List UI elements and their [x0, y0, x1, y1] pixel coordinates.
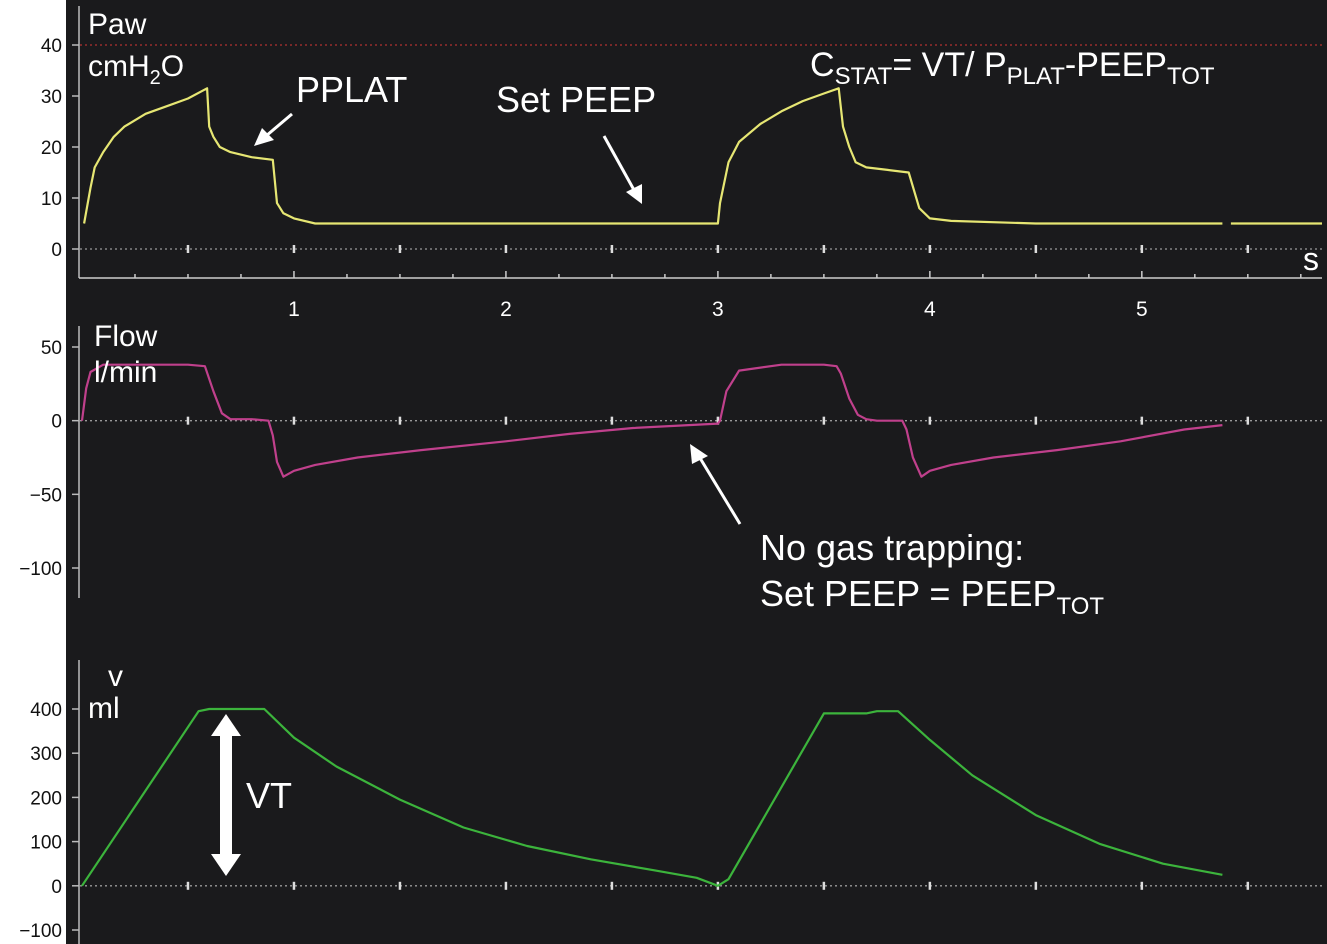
flow-ytick-label: 0 — [51, 412, 62, 433]
no-gas-trapping-sub: TOT — [1057, 593, 1105, 620]
volume-ytick-label: 400 — [30, 700, 62, 721]
pressure-ytick-label: 0 — [51, 240, 62, 261]
flow-trace-0 — [80, 363, 1223, 478]
volume-ytick-label: 200 — [30, 788, 62, 809]
flow-ylabel: Flow — [94, 320, 158, 353]
no-gas-trapping-line1: No gas trapping: — [760, 527, 1024, 568]
cstat-dash: -PEEP — [1065, 46, 1167, 84]
flow-ytick-label: 50 — [41, 338, 62, 359]
flow-unit: l/min — [94, 356, 157, 389]
vt-label: VT — [246, 775, 292, 816]
pressure-unit-sub: 2 — [150, 67, 161, 89]
volume-ylabel: v — [108, 660, 123, 693]
cstat-mid: = VT/ P — [892, 46, 1006, 84]
flow-ytick-label: −50 — [30, 485, 62, 506]
pressure-unit-base: cmH — [88, 50, 150, 83]
time-axis-label: s — [1303, 241, 1319, 277]
cstat-formula: CSTAT= VT/ PPLAT-PEEPTOT — [810, 46, 1215, 90]
vt-arrow-head-top — [211, 714, 241, 736]
volume-ytick-label: 0 — [51, 877, 62, 898]
cstat-p-sub: PLAT — [1007, 63, 1066, 90]
pressure-ytick-label: 10 — [41, 189, 62, 210]
volume-ytick-label: 100 — [30, 833, 62, 854]
pplat-arrow — [254, 112, 293, 146]
cstat-tot-sub: TOT — [1167, 63, 1215, 90]
pressure-unit-tail: O — [161, 50, 184, 83]
volume-ytick-label: 300 — [30, 744, 62, 765]
pplat-arrow-shaft — [265, 112, 293, 138]
volume-unit: ml — [88, 692, 120, 725]
no-gas-trapping-line2: Set PEEP = PEEPTOT — [760, 573, 1104, 620]
pressure-ytick-label: 40 — [41, 36, 62, 57]
time-axis-tick-label: 3 — [712, 298, 724, 321]
pressure-ylabel: Paw — [88, 8, 147, 41]
no-gas-trapping-arrow — [690, 444, 742, 525]
set-peep-label: Set PEEP — [496, 79, 656, 120]
time-axis-tick-label: 5 — [1136, 298, 1148, 321]
pressure-trace-0 — [83, 87, 1223, 225]
no-gas-trapping-arrow-shaft — [698, 457, 742, 525]
pressure-ytick-label: 30 — [41, 87, 62, 108]
set-peep-arrow-shaft — [602, 135, 636, 191]
pplat-label: PPLAT — [296, 69, 407, 110]
cstat-c: C — [810, 46, 835, 84]
vt-arrow-shaft — [220, 734, 232, 856]
set-peep-arrow — [602, 135, 642, 204]
cstat-c-sub: STAT — [835, 63, 893, 90]
traces-layer — [80, 87, 1322, 887]
no-gas-trapping-arrow-head — [690, 444, 708, 464]
pressure-unit: cmH2O — [88, 50, 184, 89]
flow-ytick-label: −100 — [19, 559, 62, 580]
no-gas-trapping-base: Set PEEP = PEEP — [760, 573, 1057, 614]
axes-layer: 0 10 20 30 40 50 0 −50 −100 400 300 200 100 0 −100 1 2 3 4… — [19, 6, 1322, 944]
tick-label-strip — [0, 0, 66, 944]
set-peep-arrow-head — [626, 184, 642, 204]
vt-double-arrow — [211, 714, 241, 876]
volume-ytick-label: −100 — [19, 921, 62, 942]
pplat-arrow-head — [254, 128, 274, 146]
time-axis-tick-label: 4 — [924, 298, 936, 321]
vt-arrow-head-bottom — [211, 854, 241, 876]
time-axis-tick-label: 1 — [288, 298, 300, 321]
pressure-ytick-label: 20 — [41, 138, 62, 159]
time-axis-tick-label: 2 — [500, 298, 512, 321]
volume-trace-0 — [81, 707, 1223, 887]
